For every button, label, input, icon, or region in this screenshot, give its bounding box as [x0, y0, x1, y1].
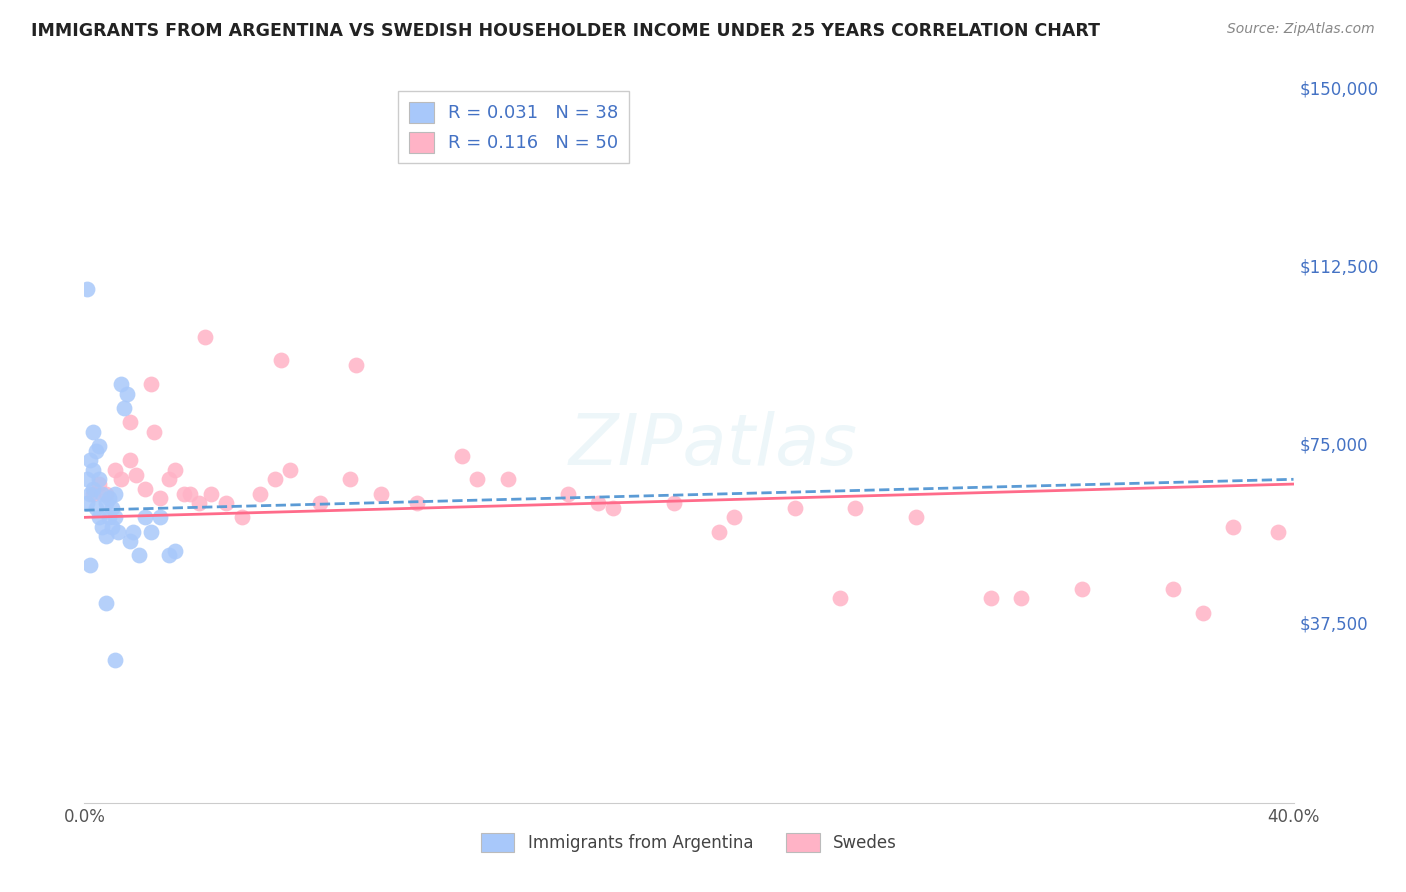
Point [157, 549, 180, 563]
Point [1267, 524, 1289, 539]
Point [142, 425, 165, 439]
Point [86, 500, 108, 515]
Point [82, 463, 104, 477]
Point [79, 558, 101, 572]
Point [270, 353, 292, 368]
Legend: Immigrants from Argentina, Swedes: Immigrants from Argentina, Swedes [474, 826, 904, 859]
Point [157, 472, 180, 486]
Point [173, 486, 195, 500]
Point [89, 510, 111, 524]
Point [149, 510, 172, 524]
Point [723, 510, 745, 524]
Point [107, 524, 129, 539]
Point [783, 500, 806, 515]
Point [709, 524, 731, 539]
Point [125, 467, 148, 482]
Point [128, 549, 150, 563]
Point [844, 500, 866, 515]
Point [588, 496, 610, 510]
Point [118, 453, 141, 467]
Point [451, 449, 474, 463]
Point [94, 486, 117, 500]
Point [830, 591, 852, 606]
Point [134, 510, 156, 524]
Point [1161, 582, 1184, 596]
Text: $112,500: $112,500 [1299, 259, 1379, 277]
Point [165, 543, 187, 558]
Point [79, 453, 101, 467]
Point [100, 500, 122, 515]
Point [370, 486, 392, 500]
Point [139, 524, 162, 539]
Point [557, 486, 579, 500]
Point [1071, 582, 1094, 596]
Point [249, 486, 271, 500]
Point [188, 496, 211, 510]
Point [97, 491, 120, 506]
Point [134, 482, 156, 496]
Point [467, 472, 489, 486]
Point [82, 425, 104, 439]
Point [110, 472, 132, 486]
Point [1011, 591, 1033, 606]
Point [149, 491, 172, 506]
Point [91, 486, 114, 500]
Point [89, 477, 111, 491]
Text: IMMIGRANTS FROM ARGENTINA VS SWEDISH HOUSEHOLDER INCOME UNDER 25 YEARS CORRELATI: IMMIGRANTS FROM ARGENTINA VS SWEDISH HOU… [31, 22, 1099, 40]
Text: $37,500: $37,500 [1299, 615, 1368, 633]
Point [79, 486, 101, 500]
Point [94, 596, 117, 610]
Text: ZIPatlas: ZIPatlas [568, 411, 858, 481]
Point [76, 282, 98, 296]
Point [231, 510, 253, 524]
Point [406, 496, 429, 510]
Point [94, 496, 117, 510]
Text: $75,000: $75,000 [1299, 437, 1368, 455]
Point [139, 377, 162, 392]
Point [91, 520, 114, 534]
Point [86, 443, 108, 458]
Point [94, 529, 117, 543]
Point [115, 386, 138, 401]
Point [904, 510, 927, 524]
Point [104, 486, 127, 500]
Point [980, 591, 1002, 606]
Point [104, 510, 127, 524]
Point [662, 496, 685, 510]
Point [165, 463, 187, 477]
Point [104, 463, 127, 477]
Point [76, 496, 98, 510]
Point [89, 439, 111, 453]
Point [121, 524, 143, 539]
Point [82, 486, 104, 500]
Point [339, 472, 361, 486]
Point [118, 534, 141, 549]
Point [496, 472, 519, 486]
Point [278, 463, 301, 477]
Point [194, 329, 217, 343]
Point [215, 496, 238, 510]
Point [309, 496, 332, 510]
Point [82, 482, 104, 496]
Point [89, 472, 111, 486]
Point [97, 510, 120, 524]
Text: $150,000: $150,000 [1299, 80, 1379, 98]
Point [110, 377, 132, 392]
Point [1192, 606, 1215, 620]
Point [1222, 520, 1244, 534]
Point [76, 472, 98, 486]
Point [112, 401, 135, 415]
Point [200, 486, 222, 500]
Point [179, 486, 201, 500]
Point [346, 358, 368, 372]
Point [118, 415, 141, 429]
Point [263, 472, 285, 486]
Text: Source: ZipAtlas.com: Source: ZipAtlas.com [1227, 22, 1375, 37]
Point [100, 520, 122, 534]
Point [104, 653, 127, 667]
Point [602, 500, 624, 515]
